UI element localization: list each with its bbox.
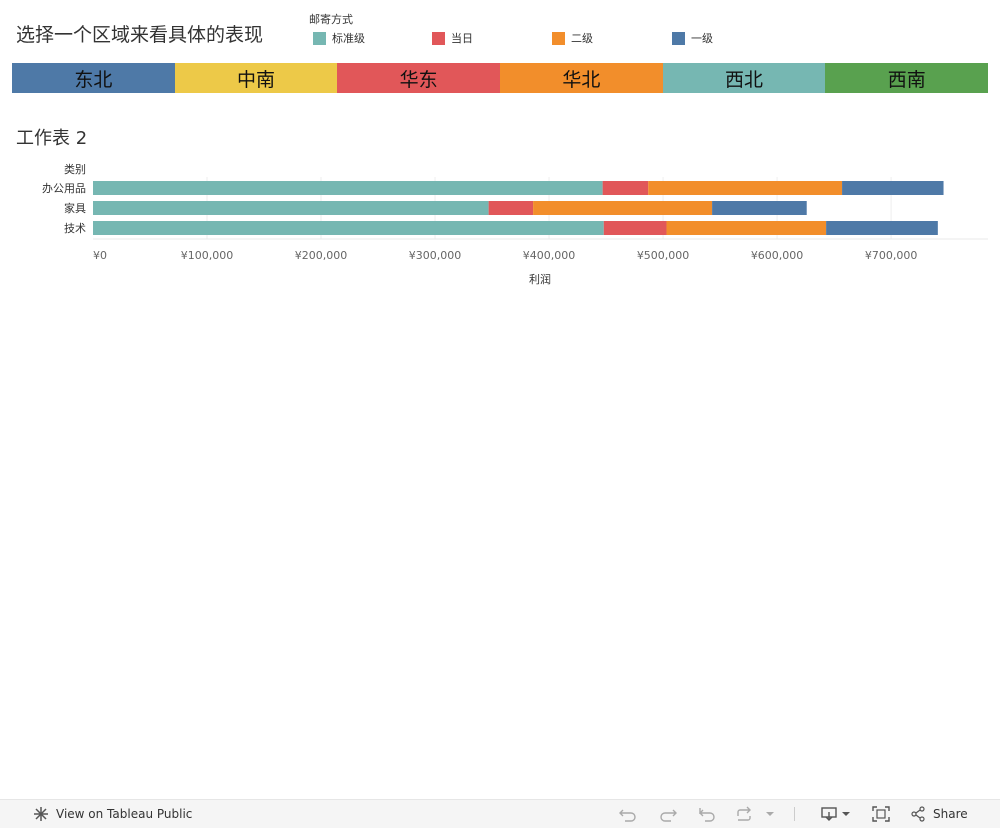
bar-segment[interactable] — [602, 181, 649, 195]
dashboard-title: 选择一个区域来看具体的表现 — [16, 24, 264, 46]
bar-segment[interactable] — [842, 181, 944, 195]
region-north[interactable]: 华北 — [500, 63, 663, 93]
refresh-icon[interactable] — [735, 800, 753, 828]
x-tick-label: ¥600,000 — [751, 249, 804, 262]
bar-segment[interactable] — [826, 221, 938, 235]
legend-label: 二级 — [571, 32, 593, 45]
tableau-toolbar: View on Tableau Public Share — [0, 799, 1000, 828]
x-tick-label: ¥700,000 — [865, 249, 918, 262]
region-southwest[interactable]: 西南 — [825, 63, 989, 93]
share-label: Share — [933, 807, 968, 821]
bar-segment[interactable] — [533, 201, 713, 215]
x-tick-label: ¥500,000 — [637, 249, 690, 262]
legend-swatch — [672, 31, 685, 45]
tableau-logo-icon — [33, 806, 49, 822]
share-icon — [910, 806, 926, 822]
legend-swatch — [432, 31, 445, 45]
legend-swatch — [313, 31, 326, 45]
bar-segment[interactable] — [488, 201, 534, 215]
region-northeast[interactable]: 东北 — [12, 63, 175, 93]
category-label: 家具 — [64, 201, 86, 215]
region-northwest[interactable]: 西北 — [662, 63, 826, 93]
legend-item-first-class[interactable]: 一级 — [672, 31, 713, 45]
category-label: 技术 — [64, 222, 86, 235]
x-tick-label: ¥200,000 — [295, 249, 348, 262]
legend-swatch — [552, 31, 565, 45]
view-on-tableau-link[interactable]: View on Tableau Public — [33, 800, 192, 828]
bar-segment[interactable] — [648, 181, 843, 195]
undo-icon[interactable] — [619, 800, 637, 828]
legend-label: 标准级 — [332, 32, 365, 45]
revert-icon[interactable] — [698, 800, 716, 828]
legend-label: 一级 — [691, 32, 713, 45]
x-tick-label: ¥400,000 — [523, 249, 576, 262]
refresh-dropdown-icon[interactable] — [765, 800, 775, 828]
x-tick-label: ¥0 — [93, 249, 107, 262]
category-label: 办公用品 — [42, 182, 86, 195]
category-header: 类别 — [64, 162, 86, 176]
region-filter-strip: 东北 中南 华东 华北 西北 西南 — [12, 63, 989, 93]
redo-icon[interactable] — [659, 800, 677, 828]
share-button[interactable]: Share — [910, 800, 968, 828]
x-tick-label: ¥100,000 — [181, 249, 234, 262]
bar-segment[interactable] — [93, 201, 489, 215]
fullscreen-icon[interactable] — [872, 800, 890, 828]
bar-segment[interactable] — [712, 201, 807, 215]
region-central-south[interactable]: 中南 — [174, 63, 338, 93]
legend-item-second-class[interactable]: 二级 — [552, 31, 593, 45]
bar-segment[interactable] — [93, 221, 604, 235]
x-axis-title: 利润 — [529, 272, 551, 286]
bar-segment[interactable] — [93, 181, 603, 195]
region-east[interactable]: 华东 — [337, 63, 501, 93]
download-icon[interactable] — [821, 800, 851, 828]
x-tick-label: ¥300,000 — [409, 249, 462, 262]
legend-item-standard[interactable]: 标准级 — [313, 31, 365, 45]
bar-segment[interactable] — [666, 221, 827, 235]
sheet-title: 工作表 2 — [16, 128, 88, 149]
toolbar-divider — [794, 800, 795, 828]
legend-title: 邮寄方式 — [309, 13, 353, 26]
legend-label: 当日 — [451, 32, 473, 45]
legend-item-same-day[interactable]: 当日 — [432, 31, 473, 45]
view-on-tableau-label: View on Tableau Public — [56, 807, 193, 821]
bar-segment[interactable] — [603, 221, 667, 235]
